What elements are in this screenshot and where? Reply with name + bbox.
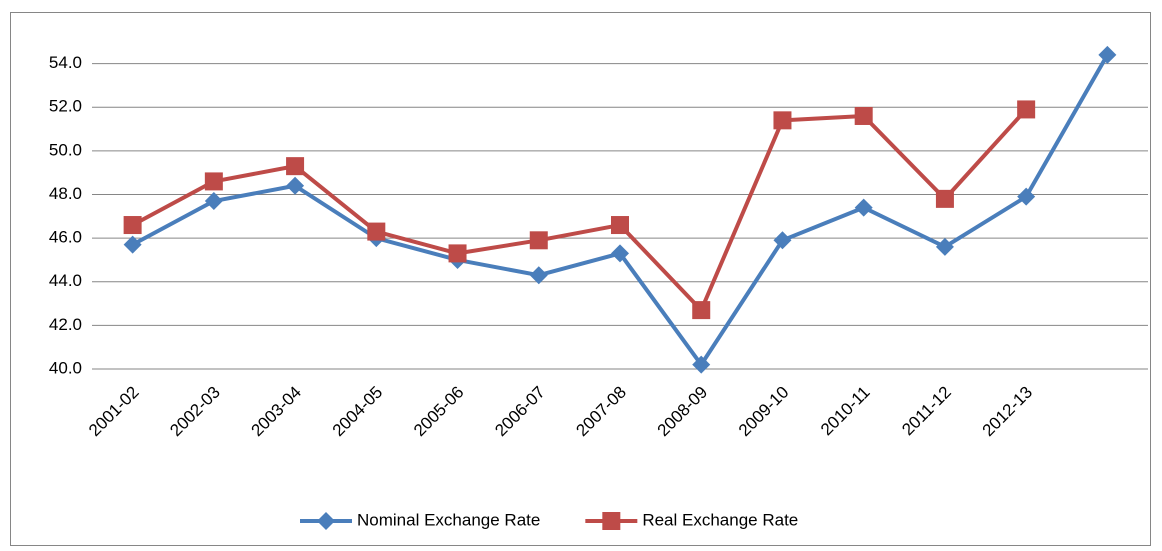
y-tick-label: 40.0: [49, 358, 82, 377]
marker: [773, 111, 792, 130]
y-tick-label: 44.0: [49, 271, 82, 290]
marker: [286, 176, 305, 195]
marker: [854, 198, 873, 217]
marker: [123, 216, 142, 235]
marker: [448, 244, 467, 263]
y-tick-label: 50.0: [49, 140, 82, 159]
marker: [692, 355, 711, 374]
marker: [529, 266, 548, 285]
marker: [204, 192, 223, 211]
marker: [1098, 45, 1117, 64]
y-tick-label: 48.0: [49, 184, 82, 203]
marker: [529, 231, 548, 250]
marker: [367, 222, 386, 241]
chart-frame: [10, 12, 1151, 546]
marker: [854, 106, 873, 125]
series-line: [131, 108, 1028, 313]
y-tick-label: 42.0: [49, 315, 82, 334]
y-tick-label: 46.0: [49, 228, 82, 247]
marker: [935, 237, 954, 256]
marker: [123, 235, 142, 254]
marker: [692, 301, 711, 320]
marker: [611, 244, 629, 263]
marker: [286, 157, 305, 176]
marker: [204, 172, 223, 191]
marker: [602, 512, 621, 530]
y-tick-label: 54.0: [49, 53, 82, 72]
marker: [935, 189, 954, 208]
legend-label: Nominal Exchange Rate: [357, 510, 540, 529]
marker: [611, 216, 629, 235]
marker: [1017, 100, 1036, 119]
legend-label: Real Exchange Rate: [642, 510, 798, 529]
marker: [317, 512, 335, 530]
marker: [773, 231, 792, 250]
y-tick-label: 52.0: [49, 97, 82, 116]
marker: [1017, 187, 1036, 206]
